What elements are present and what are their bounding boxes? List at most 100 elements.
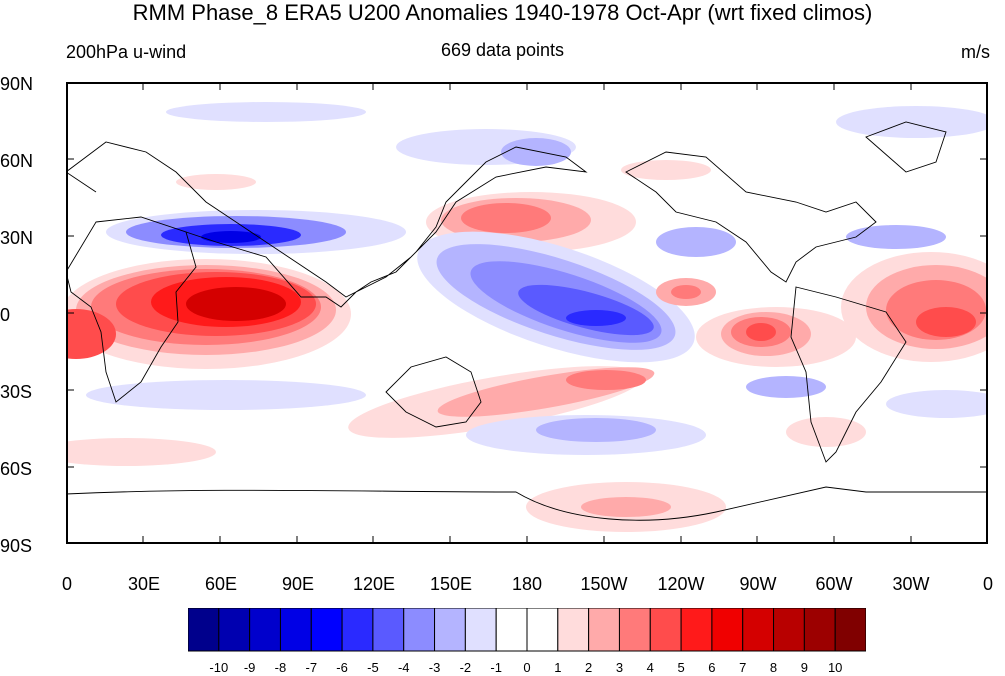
lon-tick-label: 30W [892,574,930,594]
negative-anomaly-contour [536,418,656,442]
negative-anomaly-contour [201,231,261,243]
colorbar-tick-label: -6 [336,660,348,675]
africa-coastline [66,216,197,403]
lon-tick-label: 90W [739,574,777,594]
positive-anomaly-contour [66,309,116,359]
lat-tick-label: 0 [0,305,11,325]
lon-tick-label: 150E [429,574,473,594]
lon-tick-label: 90E [281,574,315,594]
colorbar-tick-label: 3 [615,660,624,675]
colorbar-swatch [618,608,651,652]
negative-anomaly-contour [166,102,366,122]
colorbar-swatch [495,608,528,652]
positive-anomaly-contour [581,497,671,517]
colorbar-swatch [742,608,775,652]
colorbar-swatch [557,608,590,652]
positive-anomaly-contour [916,307,976,337]
negative-anomaly-contour [656,227,736,257]
units-label: m/s [961,42,990,62]
lon-tick-label: 60E [204,574,238,594]
figure-title: RMM Phase_8 ERA5 U200 Anomalies 1940-197… [132,0,873,25]
colorbar-swatch [464,608,497,652]
colorbar-tick-label: -8 [274,660,287,675]
anomaly-map [66,82,988,544]
lon-tick-label: 120W [657,574,705,594]
colorbar-swatch [341,608,374,652]
colorbar-swatch [279,608,312,652]
australia-coastline [385,356,482,428]
colorbar-tick-label: 9 [800,660,808,675]
colorbar-swatch [403,608,436,652]
lon-tick-label: 30E [127,574,161,594]
colorbar-swatch [588,608,620,652]
antarctica-coastline [66,486,988,521]
colorbar-tick-label: 7 [739,660,747,675]
negative-anomaly-contour [836,106,988,138]
north-america-coastline [625,151,877,283]
positive-anomaly-contour [621,160,711,180]
negative-anomaly-contour [86,380,366,410]
colorbar-swatch [372,608,405,652]
lon-tick-label: 180 [511,574,543,594]
negative-anomaly-contour [501,138,571,166]
lat-tick-label: 90S [0,536,33,556]
colorbar-tick-label: 0 [523,660,531,675]
colorbar-swatch [434,608,466,652]
negative-anomaly-contour [746,376,826,398]
positive-anomaly-contour [66,438,216,466]
colorbar-tick-label: 2 [585,660,593,675]
eurasia-coastline [66,141,588,308]
colorbar-swatch [773,608,805,652]
colorbar-swatch [249,608,281,652]
south-america-coastline [790,286,907,463]
colorbar-swatch [803,608,836,652]
positive-anomaly-contour [671,285,701,299]
colorbar-swatch [711,608,744,652]
negative-anomaly-contour [846,225,946,249]
colorbar-tick-label: 5 [677,660,685,675]
lon-tick-label: 0 [982,574,994,594]
positive-anomaly-contour [566,370,646,390]
colorbar [188,608,866,652]
positive-anomaly-contour [186,287,286,321]
lat-tick-label: 30S [0,382,33,402]
colorbar-tick-label: 4 [646,660,654,675]
negative-anomaly-contour [886,390,988,418]
positive-anomaly-contour [746,323,776,341]
colorbar-swatch [218,608,251,652]
lon-tick-label: 60W [815,574,853,594]
lon-tick-label: 120E [352,574,396,594]
colorbar-tick-label: -1 [490,660,502,675]
lon-tick-label: 0 [61,574,73,594]
lat-tick-label: 60N [0,151,34,171]
tick-marks [66,82,988,544]
coastlines [66,121,988,521]
colorbar-tick-label: 8 [769,660,778,675]
colorbar-tick-label: -9 [243,660,256,675]
colorbar-tick-label: -3 [428,660,441,675]
lon-tick-label: 150W [580,574,628,594]
lat-tick-label: 30N [0,228,34,248]
sample-count-label: 669 data points [440,40,565,60]
positive-anomaly-contour [461,203,551,233]
variable-label: 200hPa u-wind [66,42,187,62]
colorbar-swatch [526,608,559,652]
positive-anomaly-contour [786,417,866,447]
colorbar-swatch [680,608,713,652]
greenland-coastline [865,121,947,173]
colorbar-boxes [188,608,866,652]
colorbar-tick-label: -10 [209,660,229,675]
colorbar-tick-label: -7 [305,660,318,675]
negative-anomaly-contour [566,310,626,326]
colorbar-tick-label: 1 [554,660,562,675]
colorbar-tick-label: -5 [367,660,379,675]
positive-anomaly-contour [176,174,256,190]
lat-tick-label: 60S [0,459,33,479]
colorbar-swatch [310,608,343,652]
colorbar-tick-label: -2 [459,660,472,675]
colorbar-tick-label: 10 [827,660,843,675]
colorbar-swatch [188,608,220,652]
colorbar-swatch [834,608,866,652]
colorbar-tick-label: -4 [397,660,410,675]
colorbar-swatch [649,608,682,652]
